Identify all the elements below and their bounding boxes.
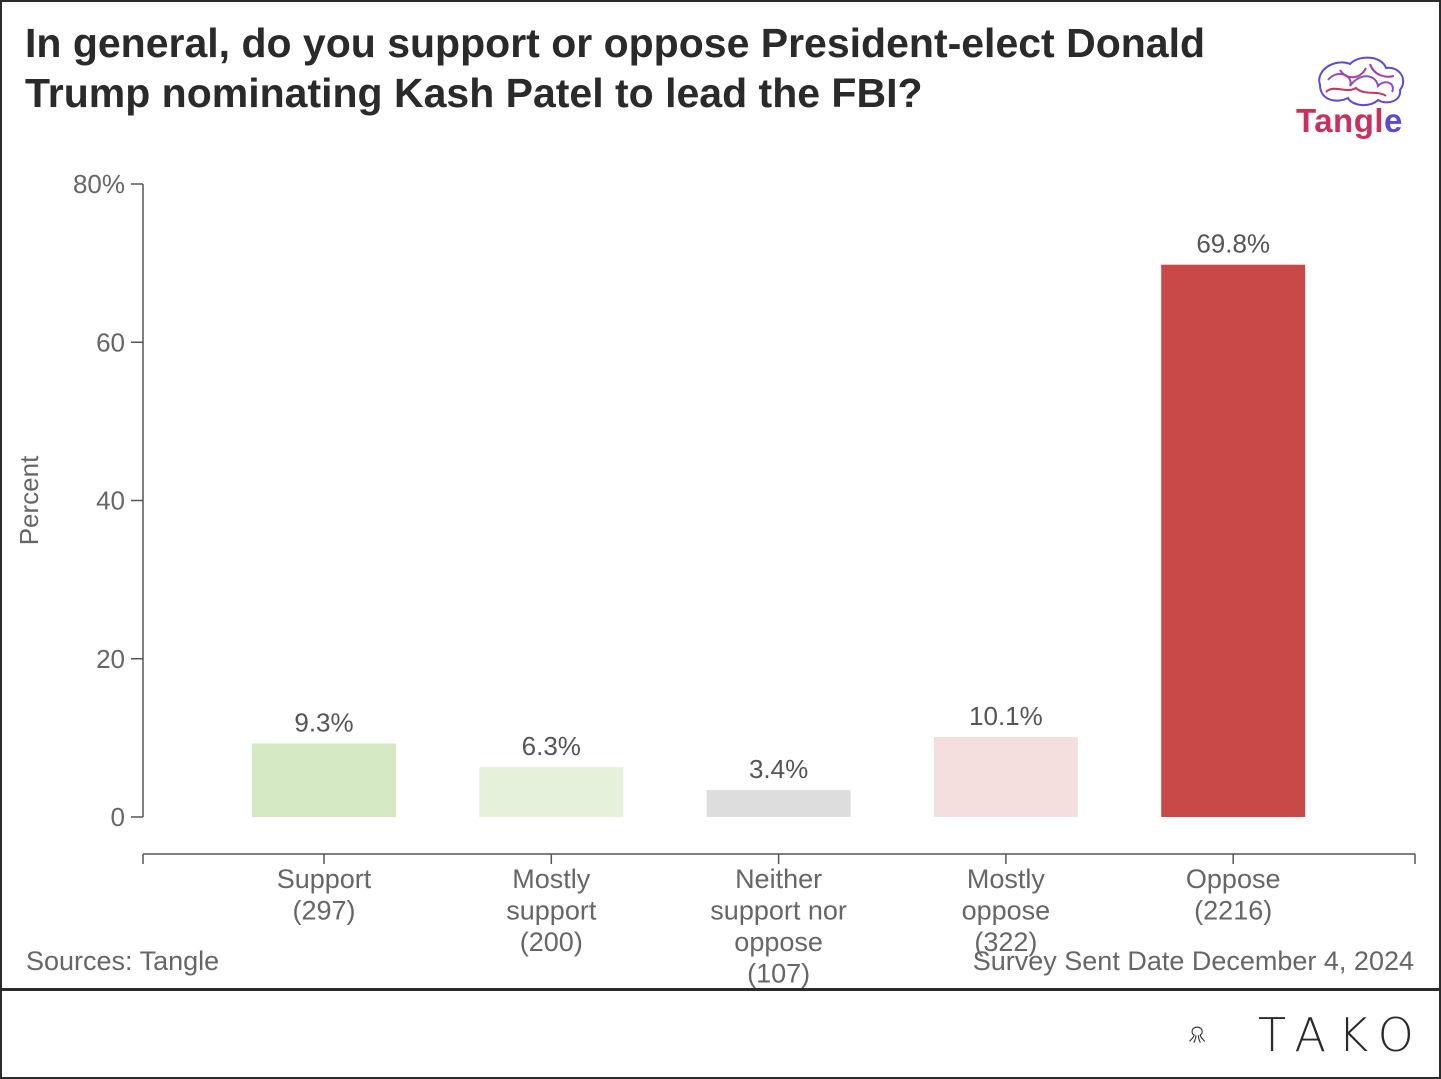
x-tick-label-line: support nor (710, 896, 847, 926)
data-label: 10.1% (969, 701, 1043, 731)
data-label: 9.3% (294, 707, 353, 737)
x-tick-label-line: oppose (734, 927, 823, 957)
x-tick-label: Oppose (2216) (1186, 864, 1281, 926)
tangle-logo-text: Tangle (1296, 102, 1403, 140)
data-label: 3.4% (749, 754, 808, 784)
bar (933, 737, 1078, 817)
bar (1161, 264, 1306, 817)
x-tick-label-line: Mostly (512, 864, 591, 894)
x-tick-label: Mostly oppose (322) (962, 864, 1051, 957)
bar (479, 767, 624, 817)
x-tick-label-line: Support (277, 864, 372, 894)
tako-octopus-icon (1189, 1026, 1205, 1043)
x-tick-label: Support (297) (277, 864, 372, 926)
logo-text-end: e (1384, 102, 1403, 139)
logo-text-main: Tangl (1296, 102, 1385, 139)
y-tick-label: 0 (111, 802, 125, 832)
bar-chart: 0 20 40 60 80% Percent 9.3% Support (297) 6.3% Mos… (14, 169, 1416, 989)
y-tick-label: 80% (73, 169, 125, 199)
x-tick-label-line: oppose (962, 896, 1051, 926)
x-tick-label-line: support (506, 896, 597, 926)
x-tick-label-line: (2216) (1194, 896, 1272, 926)
x-tick-label-line: Mostly (967, 864, 1046, 894)
data-label: 69.8% (1196, 229, 1270, 259)
x-tick-label-line: (200) (520, 927, 583, 957)
source-note: Sources: Tangle (26, 946, 220, 976)
bar (706, 790, 851, 817)
y-tick-label: 60 (96, 327, 125, 357)
x-tick-label: Neither support nor oppose (107) (710, 864, 847, 989)
y-tick-label: 20 (96, 644, 125, 674)
footer-divider (0, 988, 1441, 991)
y-tick-label: 40 (96, 486, 125, 516)
brain-icon (1318, 56, 1405, 106)
x-tick-label-line: (322) (974, 927, 1037, 957)
x-tick-label-line: (297) (292, 896, 355, 926)
x-tick-label-line: Oppose (1186, 864, 1281, 894)
x-tick-label-line: Neither (735, 864, 822, 894)
bar (252, 743, 396, 817)
x-tick-label: Mostly support (200) (506, 864, 597, 957)
survey-date-note: Survey Sent Date December 4, 2024 (972, 946, 1414, 976)
data-label: 6.3% (522, 731, 581, 761)
chart-title: In general, do you support or oppose Pre… (25, 20, 1206, 116)
y-axis-label: Percent (14, 455, 44, 545)
tako-logo-text: TAKO (1258, 1008, 1426, 1062)
x-tick-label-line: (107) (747, 959, 810, 989)
